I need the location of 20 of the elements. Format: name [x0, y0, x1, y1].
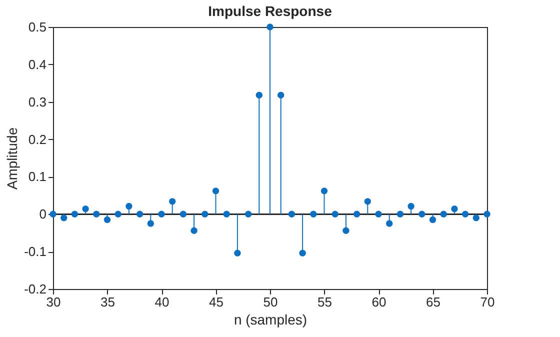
y-tick-label: 0.5 [28, 20, 46, 34]
x-tick-label: 55 [318, 294, 332, 310]
x-tick-label: 60 [372, 294, 386, 310]
x-tick-label: 50 [263, 294, 278, 310]
y-axis-title: Amplitude [4, 127, 20, 190]
x-tick-label: 30 [46, 294, 61, 310]
x-tick-label: 70 [480, 294, 495, 310]
chart-title: Impulse Response [208, 3, 332, 19]
y-tick-label: 0.4 [28, 56, 46, 72]
x-tick-label: 35 [100, 294, 115, 310]
x-tick-label: 45 [209, 294, 224, 310]
y-tick-label: 0.1 [28, 169, 46, 184]
x-tick-label: 40 [154, 294, 170, 310]
y-tick-label: 0.3 [28, 94, 46, 110]
x-axis-title: n (samples) [234, 312, 308, 328]
y-tick-label: 0.2 [28, 132, 46, 147]
x-tick-label: 65 [426, 294, 440, 310]
y-tick-label: -0.2 [24, 282, 46, 296]
y-tick-label: 0 [39, 206, 46, 222]
y-tick-label: -0.1 [24, 244, 46, 260]
